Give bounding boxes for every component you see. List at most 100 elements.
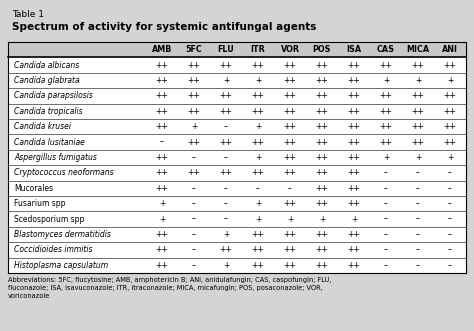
- Text: ++: ++: [411, 107, 424, 116]
- Text: ITR: ITR: [251, 45, 265, 54]
- Text: ++: ++: [316, 91, 328, 100]
- Text: ++: ++: [219, 107, 232, 116]
- Text: ++: ++: [219, 245, 232, 255]
- Text: –: –: [256, 184, 260, 193]
- Text: ++: ++: [155, 245, 168, 255]
- Text: –: –: [384, 184, 388, 193]
- Text: +: +: [159, 199, 165, 208]
- Text: –: –: [448, 184, 452, 193]
- Text: ++: ++: [380, 138, 392, 147]
- Text: 5FC: 5FC: [186, 45, 202, 54]
- Text: +: +: [383, 153, 389, 162]
- Text: –: –: [192, 245, 196, 255]
- Text: –: –: [384, 230, 388, 239]
- Text: ++: ++: [380, 61, 392, 70]
- Text: ++: ++: [188, 168, 201, 177]
- Text: ++: ++: [316, 168, 328, 177]
- Text: Blastomyces dermatitidis: Blastomyces dermatitidis: [14, 230, 111, 239]
- Text: FLU: FLU: [218, 45, 234, 54]
- Text: ++: ++: [347, 245, 360, 255]
- Text: –: –: [416, 168, 420, 177]
- Text: ++: ++: [347, 122, 360, 131]
- Text: +: +: [351, 214, 357, 224]
- Text: –: –: [224, 214, 228, 224]
- Text: ++: ++: [219, 91, 232, 100]
- Text: Candida lusitaniae: Candida lusitaniae: [14, 138, 85, 147]
- Text: +: +: [447, 76, 453, 85]
- Text: –: –: [192, 230, 196, 239]
- Text: ++: ++: [347, 168, 360, 177]
- Text: –: –: [224, 199, 228, 208]
- Text: ++: ++: [411, 122, 424, 131]
- Text: –: –: [416, 261, 420, 270]
- Text: ++: ++: [155, 122, 168, 131]
- Text: ++: ++: [155, 153, 168, 162]
- Text: Candida parapsilosis: Candida parapsilosis: [14, 91, 93, 100]
- Text: ++: ++: [155, 107, 168, 116]
- Text: ++: ++: [411, 91, 424, 100]
- Text: Spectrum of activity for systemic antifungal agents: Spectrum of activity for systemic antifu…: [12, 22, 316, 32]
- Text: +: +: [255, 122, 261, 131]
- Text: ++: ++: [252, 245, 264, 255]
- Text: ISA: ISA: [346, 45, 362, 54]
- Text: ++: ++: [283, 261, 296, 270]
- Text: +: +: [159, 214, 165, 224]
- Text: ++: ++: [155, 261, 168, 270]
- Text: ++: ++: [283, 138, 296, 147]
- Text: ++: ++: [380, 122, 392, 131]
- Text: ++: ++: [316, 261, 328, 270]
- Text: Coccidioides immitis: Coccidioides immitis: [14, 245, 92, 255]
- Text: Candida albicans: Candida albicans: [14, 61, 79, 70]
- Text: +: +: [383, 76, 389, 85]
- Text: ANI: ANI: [442, 45, 458, 54]
- Text: ++: ++: [219, 61, 232, 70]
- Text: Table 1: Table 1: [12, 10, 44, 19]
- Text: ++: ++: [188, 107, 201, 116]
- Text: ++: ++: [283, 91, 296, 100]
- Text: Aspergillus fumigatus: Aspergillus fumigatus: [14, 153, 97, 162]
- Text: ++: ++: [252, 107, 264, 116]
- Text: ++: ++: [347, 91, 360, 100]
- Text: ++: ++: [347, 61, 360, 70]
- Text: POS: POS: [313, 45, 331, 54]
- Text: ++: ++: [188, 138, 201, 147]
- Text: –: –: [192, 153, 196, 162]
- Text: –: –: [160, 138, 164, 147]
- Text: ++: ++: [252, 61, 264, 70]
- Text: –: –: [416, 245, 420, 255]
- Text: ++: ++: [316, 230, 328, 239]
- Text: +: +: [415, 153, 421, 162]
- Text: ++: ++: [188, 61, 201, 70]
- Text: Mucorales: Mucorales: [14, 184, 53, 193]
- Text: ++: ++: [316, 138, 328, 147]
- Text: –: –: [192, 184, 196, 193]
- Text: –: –: [192, 214, 196, 224]
- Text: +: +: [255, 199, 261, 208]
- Text: Candida krusei: Candida krusei: [14, 122, 71, 131]
- Text: Candida glabrata: Candida glabrata: [14, 76, 80, 85]
- Text: ++: ++: [155, 230, 168, 239]
- Text: +: +: [255, 76, 261, 85]
- Text: +: +: [287, 214, 293, 224]
- Text: ++: ++: [219, 138, 232, 147]
- Text: ++: ++: [283, 61, 296, 70]
- Text: CAS: CAS: [377, 45, 395, 54]
- Text: AMB: AMB: [152, 45, 172, 54]
- Text: ++: ++: [283, 76, 296, 85]
- Text: ++: ++: [444, 107, 456, 116]
- Text: +: +: [255, 153, 261, 162]
- Text: –: –: [448, 214, 452, 224]
- Text: ++: ++: [347, 138, 360, 147]
- Text: –: –: [224, 184, 228, 193]
- Text: –: –: [416, 214, 420, 224]
- Bar: [8, 42, 466, 57]
- Text: –: –: [416, 199, 420, 208]
- Text: ++: ++: [252, 261, 264, 270]
- Text: ++: ++: [252, 138, 264, 147]
- Text: +: +: [415, 76, 421, 85]
- Text: ++: ++: [283, 153, 296, 162]
- Text: ++: ++: [283, 245, 296, 255]
- Text: –: –: [192, 199, 196, 208]
- Text: –: –: [416, 230, 420, 239]
- Text: ++: ++: [347, 153, 360, 162]
